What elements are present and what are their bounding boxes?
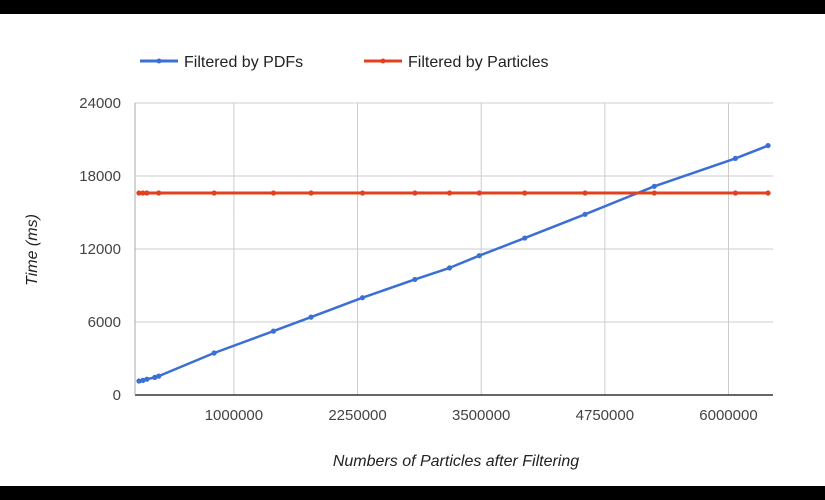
x-tick-label: 3500000: [452, 407, 510, 424]
data-point-pdfs: [476, 253, 482, 259]
data-point-particles: [144, 190, 150, 196]
data-point-particles: [359, 190, 366, 196]
data-point-pdfs: [582, 211, 588, 217]
grid-lines: [135, 102, 773, 395]
data-point-particles: [651, 190, 657, 196]
legend-item-pdfs[interactable]: Filtered by PDFs: [140, 54, 303, 71]
y-tick-label: 24000: [79, 95, 121, 112]
data-point-particles: [765, 190, 771, 196]
data-point-pdfs: [270, 328, 277, 334]
legend-marker-pdfs: [156, 58, 162, 64]
data-point-pdfs: [152, 374, 158, 380]
data-point-pdfs: [156, 373, 162, 379]
data-point-particles: [270, 190, 277, 196]
legend-marker-particles: [380, 58, 386, 64]
x-tick-label: 6000000: [699, 407, 757, 424]
legend[interactable]: Filtered by PDFs Filtered by Particles: [140, 54, 549, 71]
y-tick-label: 0: [113, 387, 121, 404]
data-point-particles: [446, 190, 453, 196]
y-tick-label: 12000: [79, 241, 121, 258]
data-point-particles: [211, 190, 217, 196]
y-tick-label: 6000: [88, 314, 121, 331]
data-point-particles: [308, 190, 314, 196]
x-axis-title: Numbers of Particles after Filtering: [333, 453, 579, 470]
data-point-pdfs: [522, 235, 528, 241]
line-chart: 0 6000 12000 18000 24000 1000000 2250000 35000…: [24, 54, 773, 470]
data-point-pdfs: [308, 314, 314, 320]
legend-item-particles[interactable]: Filtered by Particles: [364, 54, 549, 71]
data-point-pdfs: [446, 265, 453, 271]
y-tick-label: 18000: [79, 168, 121, 185]
y-tick-labels: 0 6000 12000 18000 24000: [79, 95, 121, 404]
x-tick-label: 1000000: [205, 407, 263, 424]
legend-label-pdfs: Filtered by PDFs: [184, 54, 303, 71]
data-point-particles: [476, 190, 482, 196]
data-point-pdfs: [136, 378, 142, 384]
x-tick-labels: 1000000 2250000 3500000 4750000 6000000: [205, 407, 758, 424]
data-point-particles: [582, 190, 588, 196]
chart-frame: 0 6000 12000 18000 24000 1000000 2250000 35000…: [0, 14, 825, 486]
y-axis-title: Time (ms): [24, 214, 41, 286]
data-point-pdfs: [765, 142, 771, 149]
data-point-pdfs: [412, 276, 418, 283]
data-point-particles: [522, 190, 528, 196]
data-point-particles: [156, 190, 162, 196]
data-point-pdfs: [732, 155, 739, 161]
series-line-pdfs: [138, 144, 769, 383]
data-point-particles: [140, 190, 146, 196]
x-tick-label: 4750000: [576, 407, 634, 424]
data-point-pdfs: [144, 376, 150, 382]
axes: [134, 103, 773, 396]
x-tick-label: 2250000: [328, 407, 386, 424]
data-point-particles: [136, 190, 142, 196]
series-lines: [136, 142, 771, 384]
data-point-particles: [412, 190, 418, 196]
data-point-pdfs: [211, 350, 217, 356]
data-point-pdfs: [651, 183, 657, 189]
data-point-particles: [732, 190, 739, 196]
data-point-pdfs: [359, 295, 366, 301]
legend-label-particles: Filtered by Particles: [408, 54, 549, 71]
data-point-pdfs: [140, 377, 146, 383]
